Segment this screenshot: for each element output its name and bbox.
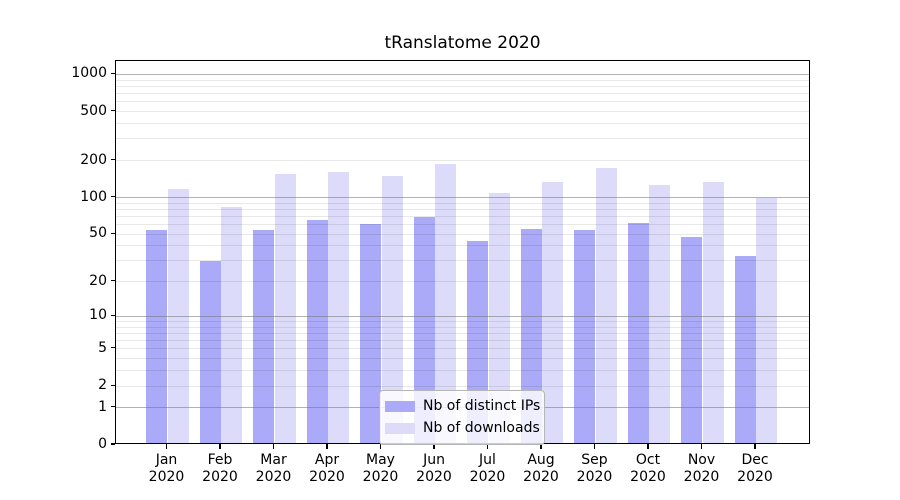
y-tick-label: 200	[80, 151, 107, 168]
x-tick	[272, 444, 275, 449]
bar-nb-of-downloads-jul	[488, 192, 510, 443]
x-tick-label-may: May 2020	[362, 452, 399, 485]
legend-swatch-downloads	[385, 423, 415, 434]
bars-layer	[116, 61, 809, 443]
y-tick-label: 10	[89, 307, 107, 324]
y-tick	[110, 110, 115, 112]
y-tick-label: 5	[98, 339, 107, 356]
bar-nb-of-distinct-ips-feb	[199, 260, 221, 443]
x-tick	[754, 444, 756, 449]
y-tick	[110, 159, 115, 161]
bar-nb-of-downloads-mar	[274, 174, 296, 443]
legend-label-distinct-ips: Nb of distinct IPs	[423, 398, 541, 414]
x-tick-label-jul: Jul 2020	[469, 452, 506, 485]
bar-nb-of-distinct-ips-may	[360, 224, 382, 443]
bar-nb-of-downloads-oct	[649, 185, 671, 443]
x-tick-label-apr: Apr 2020	[309, 452, 345, 485]
bar-nb-of-distinct-ips-dec	[734, 255, 756, 443]
x-tick	[700, 444, 703, 449]
bar-nb-of-distinct-ips-jan	[146, 230, 168, 443]
y-tick-label: 500	[80, 102, 107, 119]
x-tick	[486, 444, 489, 449]
legend-swatch-distinct-ips	[385, 401, 415, 412]
bar-nb-of-distinct-ips-mar	[253, 230, 275, 443]
x-tick	[433, 444, 435, 449]
x-tick-label-oct: Oct 2020	[630, 452, 666, 485]
bar-nb-of-downloads-jun	[435, 164, 457, 443]
y-tick	[110, 314, 115, 316]
plot-area	[115, 60, 810, 444]
bar-nb-of-downloads-apr	[328, 172, 350, 443]
x-tick-label-dec: Dec 2020	[737, 452, 773, 485]
bar-nb-of-downloads-jan	[167, 189, 189, 443]
x-tick	[540, 444, 542, 449]
x-tick-label-jun: Jun 2020	[416, 452, 452, 485]
bar-nb-of-downloads-dec	[756, 197, 778, 443]
bar-nb-of-distinct-ips-jun	[413, 216, 435, 443]
x-tick-label-nov: Nov 2020	[683, 452, 720, 485]
y-tick	[110, 195, 115, 198]
y-tick-label: 2	[98, 377, 107, 394]
y-tick	[110, 384, 115, 386]
y-tick-label: 1	[98, 398, 107, 415]
bar-nb-of-downloads-nov	[702, 181, 724, 443]
chart-title: tRanslatome 2020	[384, 33, 541, 53]
x-tick	[219, 444, 221, 449]
x-tick	[647, 444, 649, 449]
y-tick-label: 100	[80, 188, 107, 205]
x-tick-label-sep: Sep 2020	[576, 452, 613, 485]
x-tick	[593, 444, 596, 449]
bar-nb-of-distinct-ips-oct	[627, 222, 649, 443]
bar-nb-of-distinct-ips-apr	[306, 219, 328, 443]
legend-row-distinct-ips: Nb of distinct IPs	[385, 399, 540, 414]
y-tick-label: 50	[89, 225, 107, 242]
y-tick-label: 20	[89, 272, 107, 289]
bar-nb-of-downloads-sep	[595, 167, 617, 443]
y-tick	[110, 347, 115, 349]
y-tick	[110, 406, 115, 408]
y-tick	[110, 443, 115, 445]
bar-nb-of-distinct-ips-aug	[520, 229, 542, 443]
legend-label-downloads: Nb of downloads	[423, 420, 540, 436]
bar-nb-of-downloads-may	[381, 176, 403, 443]
bar-nb-of-downloads-aug	[542, 181, 564, 443]
legend: Nb of distinct IPs Nb of downloads	[379, 390, 545, 445]
y-tick-label: 0	[98, 436, 107, 452]
x-tick-label-aug: Aug 2020	[523, 452, 559, 485]
y-tick	[110, 72, 115, 74]
y-tick	[110, 232, 115, 234]
x-tick-label-mar: Mar 2020	[255, 452, 292, 485]
y-tick-label: 1000	[71, 65, 107, 82]
x-tick-label-jan: Jan 2020	[148, 452, 185, 485]
bar-nb-of-distinct-ips-sep	[574, 230, 596, 443]
bar-nb-of-distinct-ips-nov	[681, 236, 703, 443]
x-tick	[165, 444, 168, 449]
legend-row-downloads: Nb of downloads	[385, 421, 540, 436]
bar-nb-of-downloads-feb	[221, 207, 243, 443]
x-tick	[326, 444, 328, 449]
x-tick	[379, 444, 382, 449]
y-tick	[110, 280, 115, 282]
x-tick-label-feb: Feb 2020	[202, 452, 238, 485]
